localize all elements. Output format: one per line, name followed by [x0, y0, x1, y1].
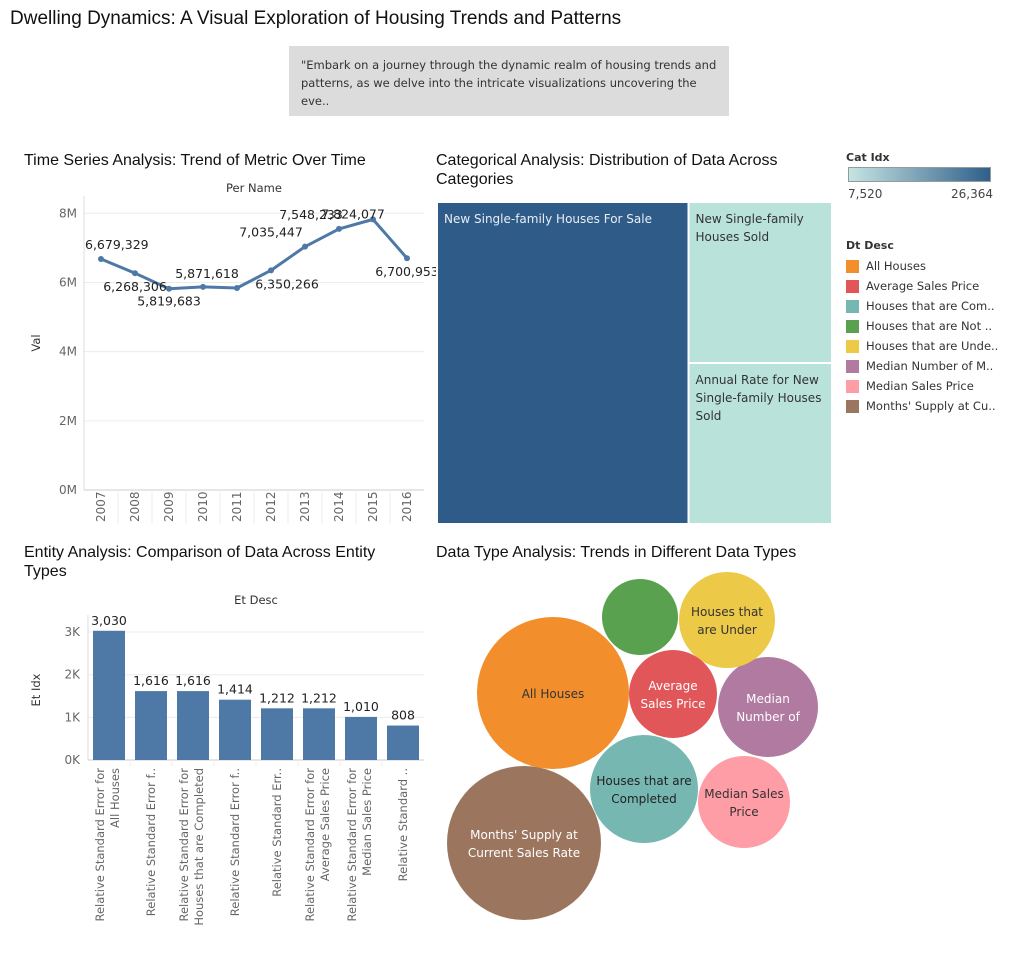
legend-label: Houses that are Not .. [866, 319, 993, 333]
line-point [336, 225, 342, 232]
line-x-tick: 2013 [298, 491, 312, 522]
line-point [370, 216, 376, 223]
legend-label: Houses that are Unde.. [866, 339, 999, 353]
legend-label: Houses that are Com.. [866, 299, 995, 313]
line-y-label: Val [29, 334, 43, 351]
dt-legend-item[interactable]: Median Sales Price [846, 376, 998, 396]
line-x-tick: 2016 [400, 491, 414, 522]
categorical-title: Categorical Analysis: Distribution of Da… [436, 151, 777, 189]
cat-idx-gradient [848, 167, 991, 182]
legend-swatch [846, 339, 859, 353]
line-y-tick: 4M [59, 345, 77, 359]
dt-legend-item[interactable]: Houses that are Not .. [846, 316, 998, 336]
line-x-tick: 2014 [332, 491, 346, 522]
line-y-tick: 2M [59, 414, 77, 428]
line-point [268, 267, 274, 274]
entity-title: Entity Analysis: Comparison of Data Acro… [24, 543, 375, 581]
legend-label: Median Sales Price [866, 379, 974, 393]
dt-legend-item[interactable]: Median Number of M.. [846, 356, 998, 376]
legend-swatch [846, 379, 859, 393]
line-data-label: 6,679,329 [85, 237, 149, 252]
dt-legend-item[interactable]: Houses that are Com.. [846, 296, 998, 316]
line-x-header: Per Name [226, 181, 282, 195]
data-type-title: Data Type Analysis: Trends in Different … [436, 544, 797, 561]
line-x-tick: 2012 [264, 491, 278, 522]
categorical-title-line-1: Categorical Analysis: Distribution of Da… [436, 152, 778, 169]
dashboard-title: Dwelling Dynamics: A Visual Exploration … [10, 8, 622, 29]
line-data-label: 7,035,447 [239, 225, 303, 240]
line-data-label: 6,350,266 [255, 276, 319, 291]
line-data-label: 5,819,683 [137, 294, 201, 309]
legend-swatch [846, 299, 859, 313]
line-series [100, 217, 409, 291]
time-series-title: Time Series Analysis: Trend of Metric Ov… [24, 152, 366, 169]
legend-swatch [846, 319, 859, 333]
line-point [404, 255, 410, 262]
legend-swatch [846, 279, 859, 293]
dt-legend-item[interactable]: Average Sales Price [846, 276, 998, 296]
legend-swatch [846, 259, 859, 273]
legend-label: Median Number of M.. [866, 359, 994, 373]
dt-legend-item[interactable]: Houses that are Unde.. [846, 336, 998, 356]
cat-idx-legend-title: Cat Idx [846, 151, 890, 164]
legend-label: Average Sales Price [866, 279, 980, 293]
line-point [302, 243, 308, 250]
line-y-tick: 8M [59, 206, 77, 220]
entity-title-line-1: Entity Analysis: Comparison of Data Acro… [24, 544, 376, 561]
line-x-tick: 2011 [230, 491, 244, 522]
line-data-label: 5,871,618 [175, 266, 239, 281]
cat-idx-max: 26,364 [951, 187, 993, 201]
line-data-label: 7,824,077 [321, 206, 385, 221]
dt-legend-item[interactable]: Months' Supply at Cu.. [846, 396, 998, 416]
cat-idx-min: 7,520 [848, 187, 883, 201]
legend-label: Months' Supply at Cu.. [866, 399, 996, 413]
description-line-2: patterns, as we delve into the intricate… [301, 76, 697, 108]
line-point [200, 283, 206, 290]
line-y-tick: 6M [59, 275, 77, 289]
line-point [234, 285, 240, 292]
line-data-label: 7,548,233 [279, 207, 343, 222]
line-x-tick: 2007 [94, 491, 108, 522]
line-x-tick: 2010 [196, 491, 210, 522]
dt-desc-legend-title: Dt Desc [846, 239, 894, 252]
line-point [132, 270, 138, 277]
line-data-label: 6,268,306 [103, 279, 167, 294]
line-x-tick: 2015 [366, 491, 380, 522]
line-x-tick: 2008 [128, 491, 142, 522]
line-point [166, 285, 172, 292]
dt-desc-legend: All Houses Average Sales Price Houses that… [846, 256, 998, 416]
line-point [98, 255, 104, 262]
line-x-tick: 2009 [162, 491, 176, 522]
description-box: "Embark on a journey through the dynamic… [289, 46, 729, 116]
legend-swatch [846, 399, 859, 413]
description-text: "Embark on a journey through the dynamic… [301, 56, 721, 110]
line-data-label: 6,700,953 [375, 264, 439, 279]
line-y-tick: 0M [59, 483, 77, 497]
categorical-title-line-2: Categories [436, 171, 514, 188]
description-line-1: "Embark on a journey through the dynamic… [301, 58, 717, 72]
dt-legend-item[interactable]: All Houses [846, 256, 998, 276]
legend-label: All Houses [866, 259, 926, 273]
legend-swatch [846, 359, 859, 373]
entity-title-line-2: Types [24, 563, 67, 580]
